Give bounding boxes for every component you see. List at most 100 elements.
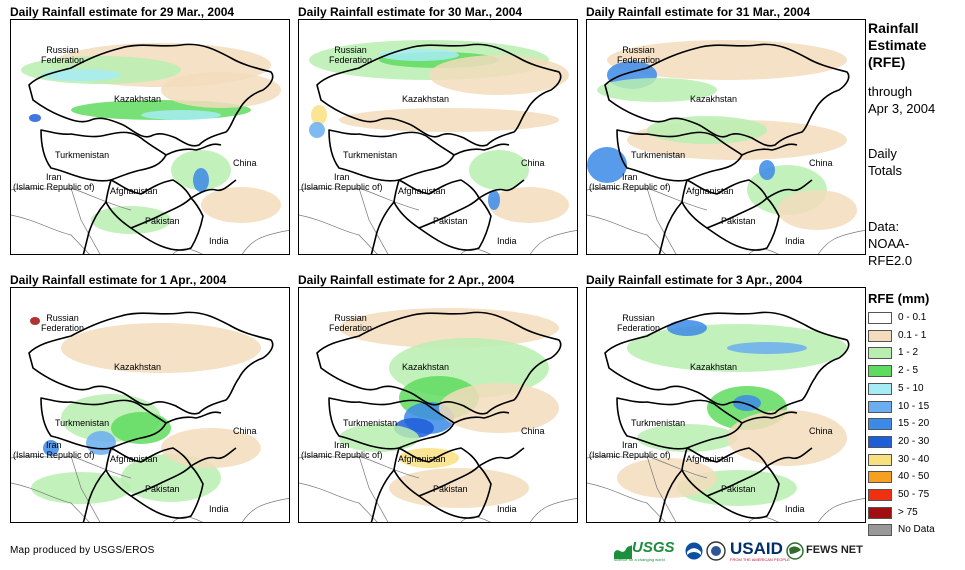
label-pakistan: Pakistan	[433, 484, 468, 494]
rain-area	[777, 190, 857, 230]
label-india: India	[497, 504, 517, 514]
map-graphic	[299, 40, 577, 254]
fewsnet-logo: FEWS NET	[786, 539, 866, 563]
sidebar-daily-totals: Daily Totals	[868, 145, 964, 179]
label-china: China	[521, 426, 545, 436]
legend-label: 0 - 0.1	[898, 312, 927, 323]
label-pakistan: Pakistan	[721, 484, 756, 494]
title-line: (RFE)	[868, 54, 906, 70]
label-afghanistan: Afghanistan	[110, 186, 158, 196]
rainfall-map: Russian Federation Kazakhstan Turkmenista…	[298, 19, 578, 255]
legend-swatch	[868, 471, 892, 484]
label-india: India	[785, 504, 805, 514]
label-china: China	[809, 426, 833, 436]
label-india: India	[785, 236, 805, 246]
rain-area	[727, 342, 807, 354]
rain-area	[193, 168, 209, 192]
rain-area	[91, 206, 171, 234]
panel-title: Daily Rainfall estimate for 31 Mar., 200…	[586, 5, 811, 19]
label-russia: Russian Federation	[617, 313, 661, 333]
rain-area	[29, 114, 41, 122]
usaid-text: USAID	[730, 539, 783, 558]
label-pakistan: Pakistan	[721, 216, 756, 226]
label-kazakhstan: Kazakhstan	[402, 362, 450, 372]
rain-area	[41, 69, 121, 81]
map-graphic	[299, 308, 577, 522]
label-iran: Iran (Islamic Republic of)	[301, 172, 383, 192]
major-borders	[604, 43, 850, 254]
sidebar-through: through Apr 3, 2004	[868, 83, 964, 117]
daily-line: Totals	[868, 163, 902, 178]
rain-area	[759, 160, 775, 180]
label-india: India	[209, 236, 229, 246]
title-line: Rainfall	[868, 20, 919, 36]
rainfall-layer	[309, 40, 569, 223]
legend-label: 50 - 75	[898, 489, 930, 500]
legend-swatch	[868, 312, 892, 324]
label-russia: Russian Federation	[41, 313, 85, 333]
label-afghanistan: Afghanistan	[398, 454, 446, 464]
legend-swatch	[868, 347, 892, 360]
label-iran: Iran (Islamic Republic of)	[589, 172, 671, 192]
legend-swatch	[868, 524, 892, 537]
partner-logos: USGS science for a changing world USAID …	[614, 539, 866, 563]
rain-area	[488, 190, 500, 210]
label-turkmenistan: Turkmenistan	[343, 150, 398, 160]
label-turkmenistan: Turkmenistan	[631, 150, 686, 160]
legend-label: No Data	[898, 524, 935, 536]
panel-title: Daily Rainfall estimate for 29 Mar., 200…	[10, 5, 235, 19]
map-panel-4: Daily Rainfall estimate for 1 Apr., 2004	[10, 273, 290, 523]
rain-area	[311, 105, 327, 125]
panel-title: Daily Rainfall estimate for 1 Apr., 2004	[10, 273, 227, 287]
rain-area	[111, 412, 171, 444]
map-graphic	[587, 311, 865, 522]
label-iran: Iran (Islamic Republic of)	[13, 440, 95, 460]
source-line: NOAA-	[868, 236, 910, 251]
rainfall-map: Russian Federation Kazakhstan Turkmenista…	[586, 287, 866, 523]
label-afghanistan: Afghanistan	[110, 454, 158, 464]
rainfall-layer	[21, 43, 281, 234]
legend-label: 40 - 50	[898, 471, 930, 483]
rain-area	[429, 55, 569, 95]
map-panel-2: Daily Rainfall estimate for 30 Mar., 200…	[298, 5, 578, 255]
map-graphic	[11, 311, 289, 522]
rain-area	[339, 108, 559, 132]
major-borders	[316, 311, 562, 522]
map-panel-6: Daily Rainfall estimate for 3 Apr., 2004	[586, 273, 866, 523]
legend-label: 1 - 2	[898, 347, 919, 359]
label-russia: Russian Federation	[41, 45, 85, 65]
rain-area	[379, 49, 459, 61]
rain-area	[309, 122, 325, 138]
label-iran: Iran (Islamic Republic of)	[589, 440, 671, 460]
sidebar-title: Rainfall Estimate (RFE)	[868, 20, 964, 71]
rainfall-map: Russian Federation Kazakhstan Turkmenista…	[10, 19, 290, 255]
rain-area	[439, 383, 559, 433]
label-kazakhstan: Kazakhstan	[114, 94, 162, 104]
rain-area	[727, 410, 847, 466]
legend-swatch	[868, 453, 892, 466]
label-iran: Iran (Islamic Republic of)	[13, 172, 95, 192]
rainfall-map: Russian Federation Kazakhstan Turkmenista…	[10, 287, 290, 523]
usgs-logo: USGS science for a changing world	[614, 539, 680, 563]
map-panel-5: Daily Rainfall estimate for 2 Apr., 2004	[298, 273, 578, 523]
legend-label: 2 - 5	[898, 365, 919, 377]
label-china: China	[809, 158, 833, 168]
label-turkmenistan: Turkmenistan	[343, 418, 398, 428]
usgs-tagline: science for a changing world	[614, 557, 665, 562]
panel-title: Daily Rainfall estimate for 3 Apr., 2004	[586, 273, 803, 287]
label-kazakhstan: Kazakhstan	[114, 362, 162, 372]
legend-label: 10 - 15	[898, 400, 930, 412]
label-turkmenistan: Turkmenistan	[55, 418, 110, 428]
rain-area	[141, 110, 221, 120]
legend-swatch	[868, 489, 892, 501]
usgs-text: USGS	[632, 539, 675, 556]
rainfall-map: Russian Federation Kazakhstan Turkmenista…	[586, 19, 866, 255]
legend-swatch	[868, 506, 892, 519]
usaid-logo: USAID FROM THE AMERICAN PEOPLE	[730, 539, 794, 563]
dos-logo	[706, 539, 728, 563]
noaa-logo	[684, 539, 708, 563]
legend-swatch	[868, 382, 892, 395]
rain-area	[617, 458, 717, 498]
label-iran: Iran (Islamic Republic of)	[301, 440, 383, 460]
minor-borders	[299, 455, 577, 522]
